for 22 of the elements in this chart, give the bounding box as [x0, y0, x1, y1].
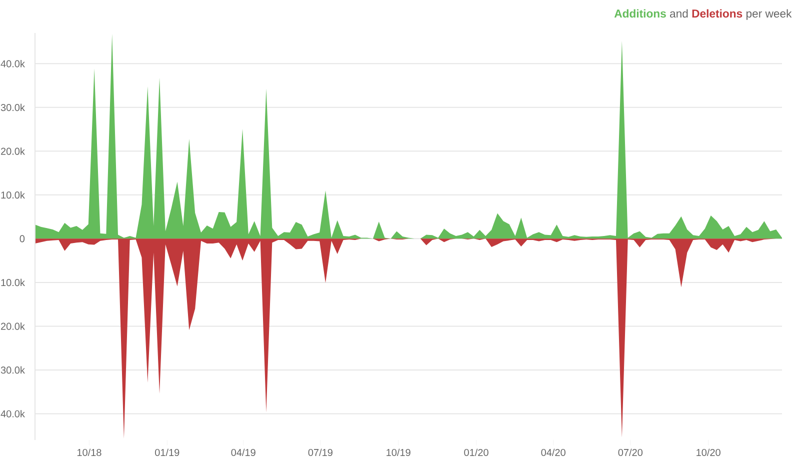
y-tick-label: 0 — [20, 235, 25, 242]
y-tick-label: 20.0k — [1, 322, 25, 330]
x-tick-label: 10/20 — [696, 448, 720, 456]
y-tick-label: 40.0k — [0, 410, 25, 418]
y-tick-label: 20.0k — [1, 148, 25, 155]
x-tick-label: 07/20 — [618, 448, 643, 456]
text: and — [670, 9, 688, 18]
y-tick-label: 40.0k — [0, 60, 25, 68]
x-tick-label: 01/20 — [464, 448, 488, 456]
x-tick-label: 10/18 — [77, 448, 102, 456]
y-tick-label: 30.0k — [0, 104, 25, 112]
x-tick-label: 10/19 — [386, 448, 410, 456]
text: Additions — [614, 9, 666, 18]
text: per week — [746, 9, 792, 20]
x-tick-label: 07/19 — [308, 448, 332, 456]
x-tick-label: 01/19 — [155, 448, 180, 456]
y-tick-label: 10.0k — [1, 278, 25, 286]
y-tick-label: 30.0k — [0, 366, 25, 374]
y-tick-label: 10.0k — [1, 191, 25, 199]
x-tick-label: 04/20 — [541, 448, 566, 456]
x-tick-label: 04/19 — [231, 448, 256, 456]
text: Deletions — [692, 9, 742, 18]
